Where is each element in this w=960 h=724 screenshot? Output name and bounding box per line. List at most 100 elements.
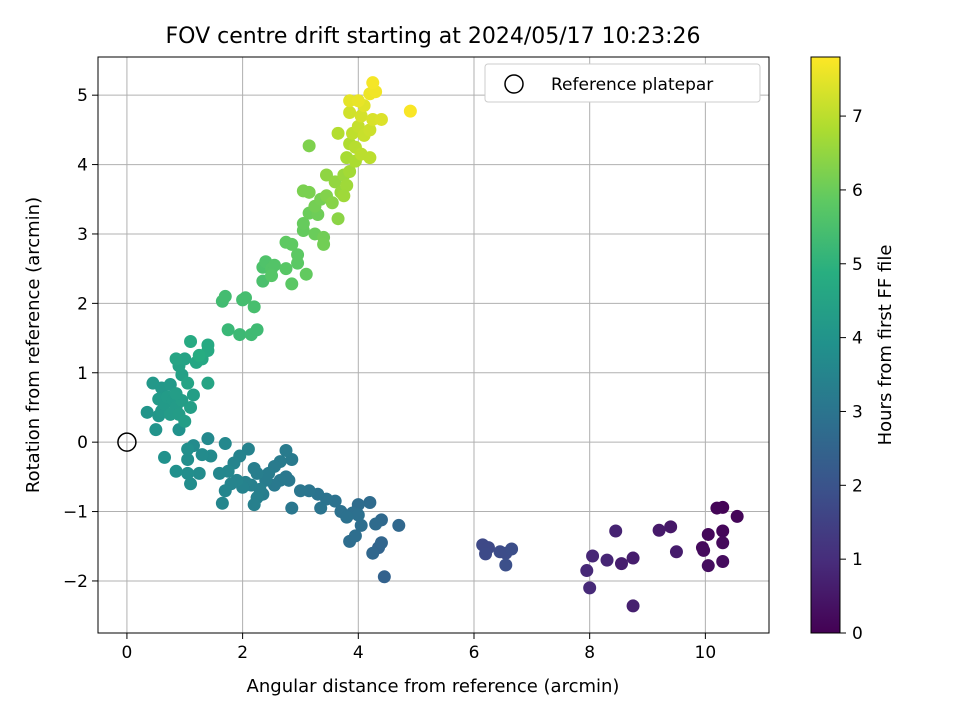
data-point [285,237,299,251]
data-point [701,527,715,541]
y-tick-label: −1 [63,503,88,523]
data-point [299,267,313,281]
data-point [201,376,215,390]
data-point [192,348,206,362]
data-point [184,335,198,349]
legend-box [484,63,761,103]
data-point [221,323,235,337]
data-point [363,151,377,165]
data-point [319,168,333,182]
data-point [499,558,513,572]
x-axis-label: Angular distance from reference (arcmin) [247,676,620,697]
data-point [195,448,209,462]
data-point [285,501,299,515]
colorbar [810,56,841,634]
y-tick-label: 3 [77,225,88,245]
reference-platepar-marker [117,432,137,452]
data-point [664,520,678,534]
data-point [343,165,357,179]
data-point [149,423,163,437]
data-point [366,546,380,560]
data-point [302,139,316,153]
data-point [314,501,328,515]
data-point [351,94,365,108]
colorbar-tick-label: 3 [852,402,863,422]
data-point [652,523,666,537]
data-point [239,291,253,305]
data-point [201,432,215,446]
colorbar-tick-label: 0 [852,624,863,644]
data-point [377,570,391,584]
x-tick-label: 8 [584,643,595,663]
data-point [291,248,305,262]
y-tick-label: −2 [63,572,88,592]
colorbar-tick-label: 1 [852,550,863,570]
data-point [669,545,683,559]
data-point [716,536,730,550]
y-tick-label: 0 [77,433,88,453]
data-point [233,328,247,342]
data-point [331,126,345,140]
y-tick-label: 5 [77,86,88,106]
data-point [279,262,293,276]
data-point [169,387,183,401]
y-tick-label: 2 [77,294,88,314]
y-axis-ticks: −2 −1 0 1 2 3 4 5 [63,86,98,592]
data-point [609,524,623,538]
scatter-points [140,76,744,613]
data-point [374,112,388,126]
data-point [265,269,279,283]
data-point [218,437,232,451]
data-point [479,547,493,561]
data-point [580,564,594,578]
data-point [331,212,345,226]
data-point [614,557,628,571]
data-point [505,542,519,556]
data-point [716,555,730,569]
chart-title: FOV centre drift starting at 2024/05/17 … [166,24,701,49]
data-point [250,323,264,337]
x-tick-label: 2 [237,643,248,663]
data-point [181,453,195,467]
data-point [247,300,261,314]
data-point [293,484,307,498]
data-point [169,464,183,478]
data-point [626,599,640,613]
y-tick-label: 1 [77,364,88,384]
data-point [178,414,192,428]
x-tick-label: 4 [353,643,364,663]
x-tick-label: 10 [695,643,717,663]
data-point [192,466,206,480]
data-point [363,123,377,137]
data-point [218,289,232,303]
data-point [697,543,711,557]
legend-label: Reference platepar [551,75,713,95]
data-point [730,509,744,523]
data-point [247,498,261,512]
colorbar-tick-label: 2 [852,476,863,496]
grid-lines [98,57,769,633]
colorbar-tick-label: 4 [852,329,863,349]
data-point [181,376,195,390]
data-point [328,175,342,189]
data-point [158,450,172,464]
data-point [181,442,195,456]
data-point [403,104,417,118]
data-point [340,178,354,192]
legend-marker-icon [504,74,524,94]
data-point [296,217,310,231]
data-point [392,518,406,532]
data-point [279,443,293,457]
data-point [343,106,357,120]
plot-frame [97,56,770,634]
y-tick-label: 4 [77,156,88,176]
data-point [354,518,368,532]
data-point [267,258,281,272]
data-point [247,462,261,476]
data-point [701,559,715,573]
data-point [241,442,255,456]
data-point [218,484,232,498]
data-point [184,477,198,491]
